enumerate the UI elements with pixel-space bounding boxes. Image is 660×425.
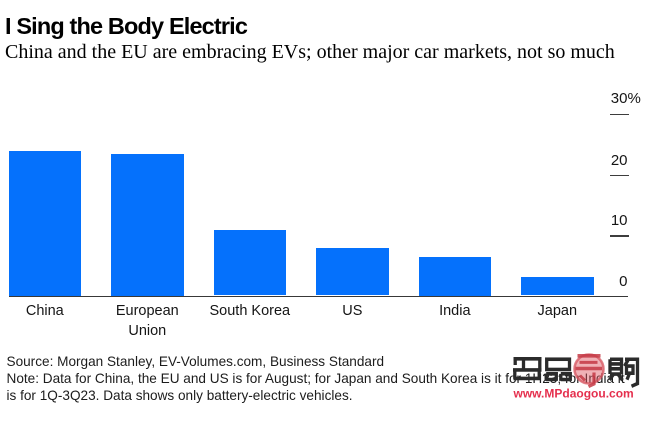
svg-text:www.MPdaogou.com: www.MPdaogou.com [513, 387, 634, 401]
